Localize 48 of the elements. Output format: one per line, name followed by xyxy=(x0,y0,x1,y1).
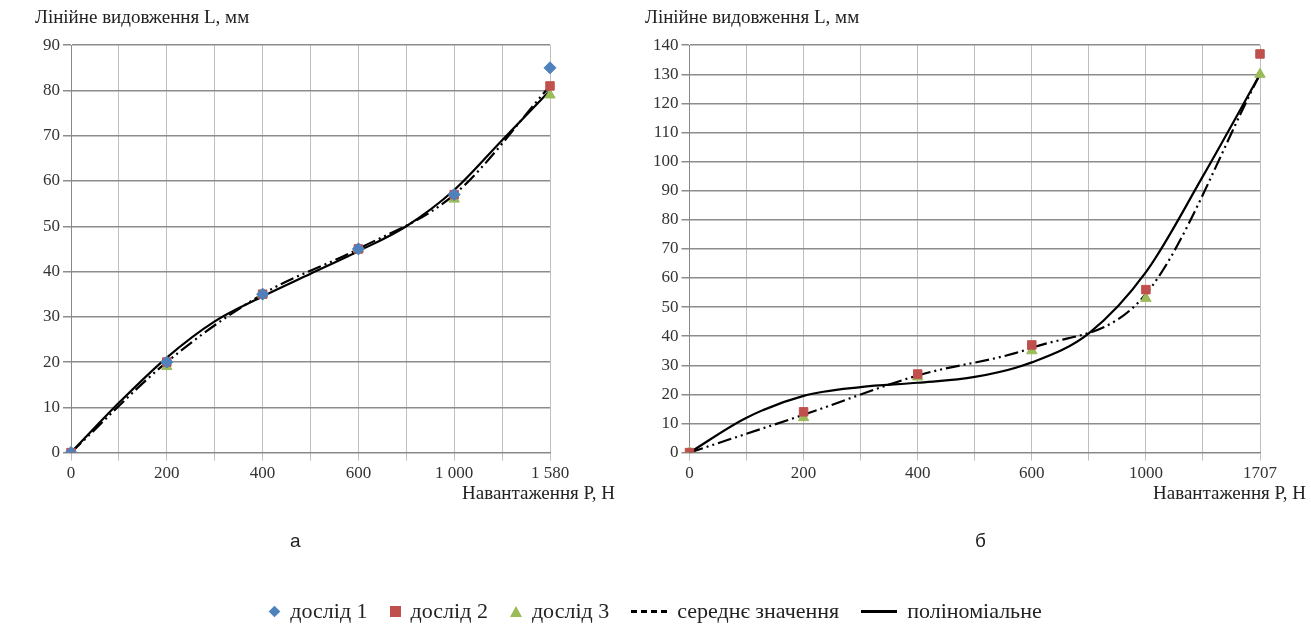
x-tick-label: 600 xyxy=(1019,463,1045,483)
x-tick-label: 200 xyxy=(790,463,817,483)
y-tick-label: 40 xyxy=(43,261,60,280)
x-tick-label: 1707 xyxy=(1243,463,1278,483)
y-tick-label: 100 xyxy=(653,151,679,171)
legend-label: дослід 2 xyxy=(410,598,488,624)
legend-label: поліноміальне xyxy=(907,598,1042,624)
x-axis-title: Навантаження Р, Н xyxy=(1153,482,1306,504)
y-tick-label: 10 xyxy=(661,412,679,432)
x-tick-label: 0 xyxy=(685,463,694,483)
y-tick-label: 20 xyxy=(661,383,679,403)
x-tick-label: 1 580 xyxy=(530,463,570,483)
y-tick-label: 110 xyxy=(653,121,679,141)
y-axis-title: Лінійне видовження L, мм xyxy=(645,6,860,28)
y-tick-label: 30 xyxy=(661,354,679,374)
x-axis-title: Навантаження Р, Н xyxy=(462,482,615,504)
text: а xyxy=(290,530,301,552)
y-tick-label: 90 xyxy=(661,180,679,200)
y-tick-label: 140 xyxy=(653,34,679,54)
x-tick-label: 0 xyxy=(66,463,76,483)
x-tick-label: 400 xyxy=(249,463,276,483)
legend-label: дослід 1 xyxy=(290,598,368,624)
x-tick-label: 400 xyxy=(904,463,931,483)
y-tick-label: 50 xyxy=(661,296,679,316)
y-axis-title: Лінійне видовження L, мм xyxy=(35,6,250,28)
y-tick-label: 50 xyxy=(43,215,60,235)
y-tick-label: 0 xyxy=(51,442,60,462)
y-tick-label: 10 xyxy=(43,396,60,416)
y-tick-label: 80 xyxy=(661,209,679,229)
y-tick-label: 30 xyxy=(43,306,60,326)
y-tick-label: 60 xyxy=(661,267,679,287)
text: б xyxy=(975,530,986,552)
x-tick-label: 200 xyxy=(154,463,180,483)
y-tick-label: 90 xyxy=(43,34,60,54)
x-tick-label: 1 000 xyxy=(435,463,474,483)
legend-label: дослід 3 xyxy=(531,598,610,624)
y-tick-label: 70 xyxy=(661,238,679,258)
y-tick-label: 40 xyxy=(661,325,679,345)
y-tick-label: 20 xyxy=(43,351,60,371)
y-tick-label: 130 xyxy=(653,63,679,83)
x-tick-label: 600 xyxy=(345,463,372,483)
y-tick-label: 120 xyxy=(653,92,679,112)
legend-label: середнє значення xyxy=(677,598,840,624)
y-tick-label: 0 xyxy=(670,442,679,462)
y-tick-label: 70 xyxy=(43,125,60,145)
x-tick-label: 1000 xyxy=(1128,463,1163,483)
y-tick-label: 80 xyxy=(43,79,60,99)
y-tick-label: 60 xyxy=(43,170,60,190)
